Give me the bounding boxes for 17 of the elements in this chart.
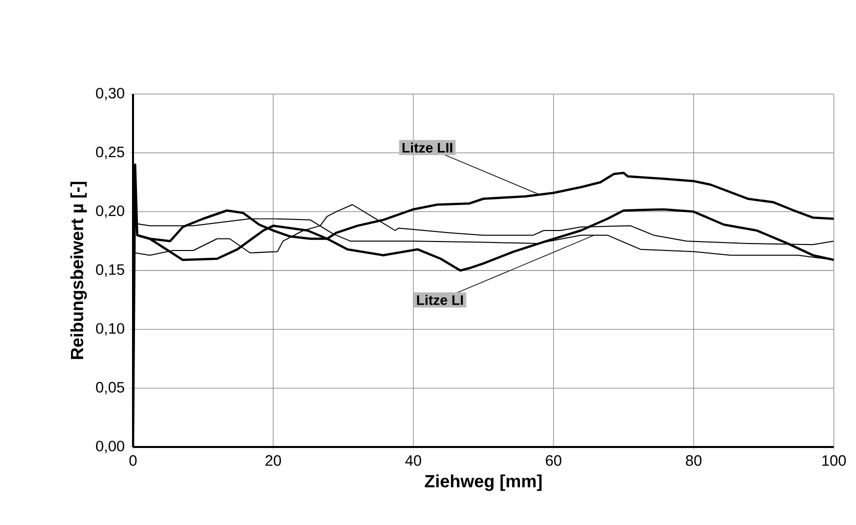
y-axis-title: Reibungsbeiwert µ [-] (70, 182, 87, 359)
y-tick-label: 0,00 (96, 440, 124, 454)
y-tick-label: 0,25 (96, 146, 124, 160)
y-tick-label: 0,10 (96, 323, 124, 336)
x-tick-label: 100 (822, 455, 846, 466)
x-tick-label: 0 (129, 455, 137, 466)
x-tick-label: 60 (546, 455, 562, 466)
annotation: Litze LI (417, 294, 463, 306)
y-tick-label: 0,05 (96, 382, 124, 394)
y-tick-label: 0,20 (96, 206, 124, 218)
x-tick-label: 40 (405, 455, 422, 466)
y-tick-label: 0,30 (96, 88, 124, 100)
x-axis-title: Ziehweg [mm] (424, 474, 542, 491)
x-tick-label: 80 (686, 455, 702, 466)
y-tick-label: 0,15 (96, 264, 124, 277)
annotation: Litze LII (402, 142, 452, 153)
x-tick-label: 20 (266, 455, 281, 466)
